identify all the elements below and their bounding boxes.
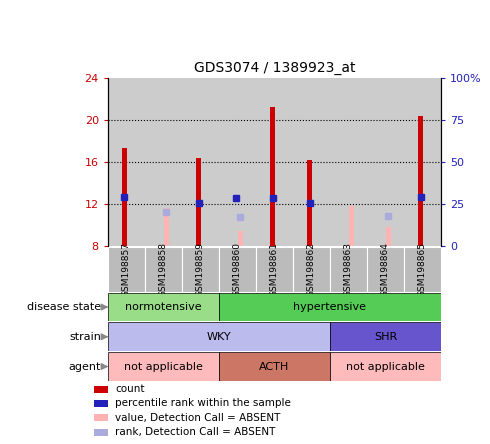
Bar xyxy=(108,322,330,351)
Title: GDS3074 / 1389923_at: GDS3074 / 1389923_at xyxy=(194,61,355,75)
Bar xyxy=(238,230,243,246)
Text: GSM198858: GSM198858 xyxy=(159,242,168,297)
Bar xyxy=(330,352,441,381)
Bar xyxy=(108,352,219,381)
Text: SHR: SHR xyxy=(374,332,397,342)
Bar xyxy=(256,247,293,292)
Bar xyxy=(330,247,367,292)
Text: ACTH: ACTH xyxy=(259,361,290,372)
Bar xyxy=(94,385,108,392)
Text: GSM198863: GSM198863 xyxy=(344,242,353,297)
Bar xyxy=(219,247,256,292)
Bar xyxy=(108,293,219,321)
Bar xyxy=(404,247,441,292)
Text: GSM198860: GSM198860 xyxy=(233,242,242,297)
Bar xyxy=(94,429,108,436)
Bar xyxy=(367,247,404,292)
Bar xyxy=(219,352,330,381)
Bar xyxy=(293,247,330,292)
Bar xyxy=(94,400,108,407)
Text: GSM198861: GSM198861 xyxy=(270,242,279,297)
Text: GSM198862: GSM198862 xyxy=(307,242,316,297)
Bar xyxy=(164,209,169,246)
Bar xyxy=(196,158,201,246)
Text: WKY: WKY xyxy=(207,332,231,342)
Bar xyxy=(94,414,108,421)
Bar xyxy=(219,293,441,321)
Text: count: count xyxy=(116,384,145,394)
Text: hypertensive: hypertensive xyxy=(294,302,367,312)
Text: GSM198859: GSM198859 xyxy=(196,242,205,297)
Bar xyxy=(122,148,127,246)
Text: strain: strain xyxy=(69,332,101,342)
Text: not applicable: not applicable xyxy=(124,361,203,372)
Text: GSM198864: GSM198864 xyxy=(381,242,390,297)
Text: disease state: disease state xyxy=(27,302,101,312)
Bar xyxy=(270,107,275,246)
Bar xyxy=(182,247,219,292)
Bar xyxy=(330,322,441,351)
Bar xyxy=(349,206,354,246)
Bar xyxy=(108,247,145,292)
Text: GSM198865: GSM198865 xyxy=(418,242,427,297)
Text: GSM198857: GSM198857 xyxy=(122,242,131,297)
Bar xyxy=(386,227,391,246)
Bar xyxy=(145,247,182,292)
Text: not applicable: not applicable xyxy=(346,361,425,372)
Text: agent: agent xyxy=(69,361,101,372)
Bar xyxy=(307,160,312,246)
Text: rank, Detection Call = ABSENT: rank, Detection Call = ABSENT xyxy=(116,427,276,437)
Text: percentile rank within the sample: percentile rank within the sample xyxy=(116,398,292,408)
Bar xyxy=(418,116,423,246)
Text: normotensive: normotensive xyxy=(125,302,202,312)
Text: value, Detection Call = ABSENT: value, Detection Call = ABSENT xyxy=(116,413,281,423)
